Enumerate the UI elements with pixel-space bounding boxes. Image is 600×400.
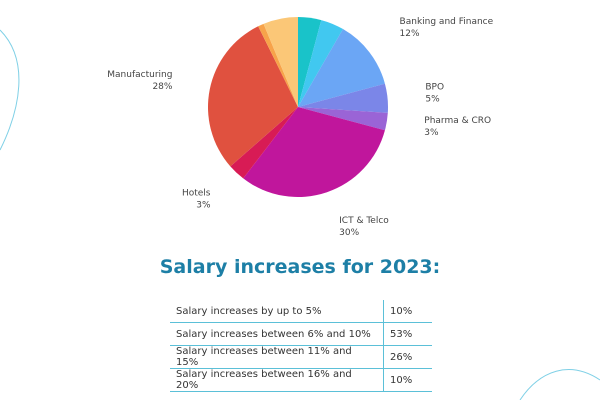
slice-value: 3% (424, 128, 439, 138)
pie-slice (230, 107, 298, 179)
pie-chart: Other4%Banking and Finance12%BPO5%Pharma… (107, 17, 494, 238)
table-row: Salary increases between 6% and 10% 53% (170, 322, 432, 346)
slice-value: 30% (339, 228, 359, 238)
label-cell: Salary increases by up to 5% (170, 300, 384, 323)
slice-label: Banking and Finance (400, 17, 494, 27)
slice-value: 28% (152, 82, 172, 92)
label-cell: Salary increases between 6% and 10% (170, 322, 384, 346)
slice-label: ICT & Telco (339, 216, 389, 226)
table-row: Salary increases between 16% and 20% 10% (170, 368, 432, 392)
curve (519, 369, 600, 400)
pie-slice (258, 23, 298, 107)
label-cell: Salary increases between 16% and 20% (170, 368, 384, 392)
section-title: Salary increases for 2023: (159, 256, 441, 278)
salary-table: Salary increases by up to 5% 10% Salary in… (170, 300, 432, 392)
table-row: Salary increases between 11% and 15% 26% (170, 345, 432, 369)
pie-slice (298, 20, 343, 108)
pie-slice (298, 83, 388, 113)
pie-slice (207, 26, 298, 167)
table-row: Salary increases by up to 5% 10% (170, 300, 432, 323)
value-cell: 53% (383, 322, 432, 346)
slice-label: BPO (425, 82, 444, 92)
slice-value: 12% (400, 29, 420, 39)
pie-slice (298, 17, 322, 107)
slice-value: 5% (425, 94, 440, 104)
curve (0, 29, 20, 151)
value-cell: 10% (383, 368, 432, 392)
value-cell: 10% (383, 300, 432, 323)
slice-label: Pharma & CRO (424, 116, 491, 126)
pie-slice (263, 17, 298, 107)
pie-slice (298, 107, 388, 131)
value-cell: 26% (383, 345, 432, 369)
slice-label: Hotels (182, 188, 211, 198)
slice-value: 3% (196, 200, 211, 210)
slice-label: Manufacturing (107, 70, 172, 80)
pie-slice (243, 107, 385, 198)
label-cell: Salary increases between 11% and 15% (170, 345, 384, 369)
pie-slice (298, 29, 385, 107)
